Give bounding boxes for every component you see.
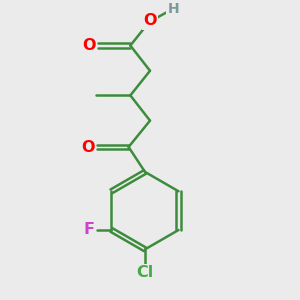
Text: O: O — [82, 140, 95, 154]
Text: H: H — [167, 2, 179, 16]
Text: O: O — [82, 38, 96, 53]
Text: O: O — [143, 14, 157, 28]
Text: Cl: Cl — [136, 265, 154, 280]
Text: F: F — [83, 223, 94, 238]
